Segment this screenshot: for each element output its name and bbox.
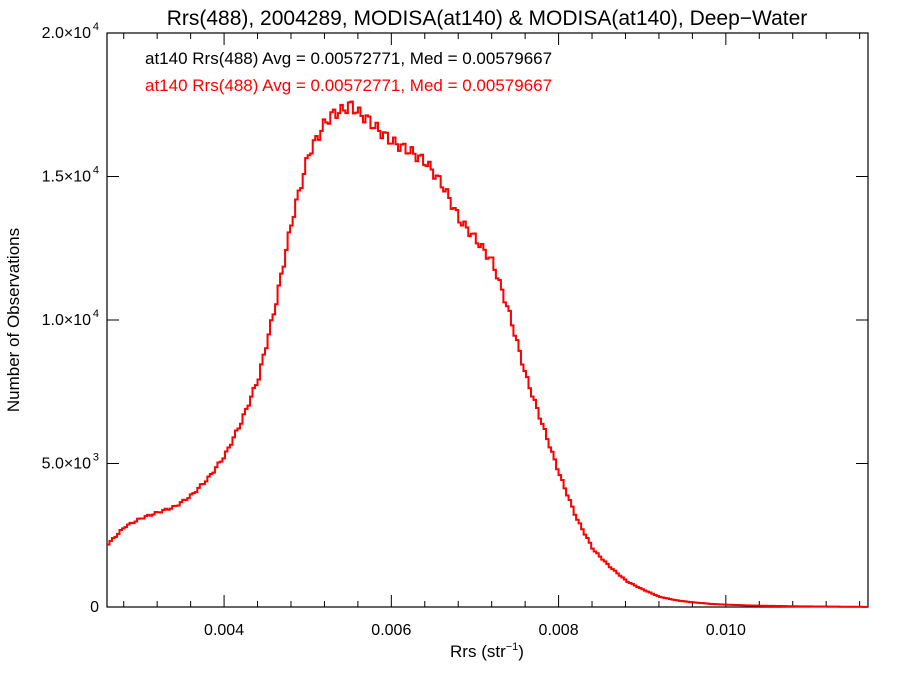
- x-axis-label-text: Rrs (str: [450, 642, 506, 661]
- y-tick-exponent: 4: [93, 165, 99, 177]
- annotation-red: at140 Rrs(488) Avg = 0.00572771, Med = 0…: [145, 76, 552, 95]
- series-0-histogram: [107, 100, 868, 608]
- x-axis-label: Rrs (str−1): [450, 641, 524, 661]
- y-tick-exponent: 3: [93, 452, 99, 464]
- series-group: [107, 100, 869, 608]
- chart-title: Rrs(488), 2004289, MODISA(at140) & MODIS…: [167, 7, 808, 30]
- x-tick-label: 0.004: [204, 622, 244, 639]
- x-tick-label: 0.008: [539, 622, 579, 639]
- x-axis-label-suffix: ): [518, 642, 524, 661]
- x-axis: 0.004 0.006 0.008 0.010: [123, 33, 861, 639]
- y-tick-label: 2.0×10: [42, 25, 91, 42]
- y-tick-label: 1.0×10: [42, 312, 91, 329]
- x-axis-label-superscript: −1: [506, 641, 519, 653]
- y-tick-label: 5.0×10: [42, 456, 91, 473]
- x-tick-label: 0.006: [371, 622, 411, 639]
- y-tick-exponent: 4: [93, 308, 99, 320]
- plot-frame: [106, 32, 869, 608]
- annotation-black: at140 Rrs(488) Avg = 0.00572771, Med = 0…: [145, 49, 552, 68]
- y-tick-label: 0: [90, 599, 99, 616]
- y-tick-exponent: 4: [93, 21, 99, 33]
- y-tick-label: 1.5×10: [42, 169, 91, 186]
- series-1-histogram: [107, 100, 869, 608]
- y-axis-label: Number of Observations: [4, 228, 23, 412]
- x-tick-label: 0.010: [706, 622, 746, 639]
- y-axis: 05.0×10 31.0×10 41.5×10 42.0×10 4: [42, 21, 868, 616]
